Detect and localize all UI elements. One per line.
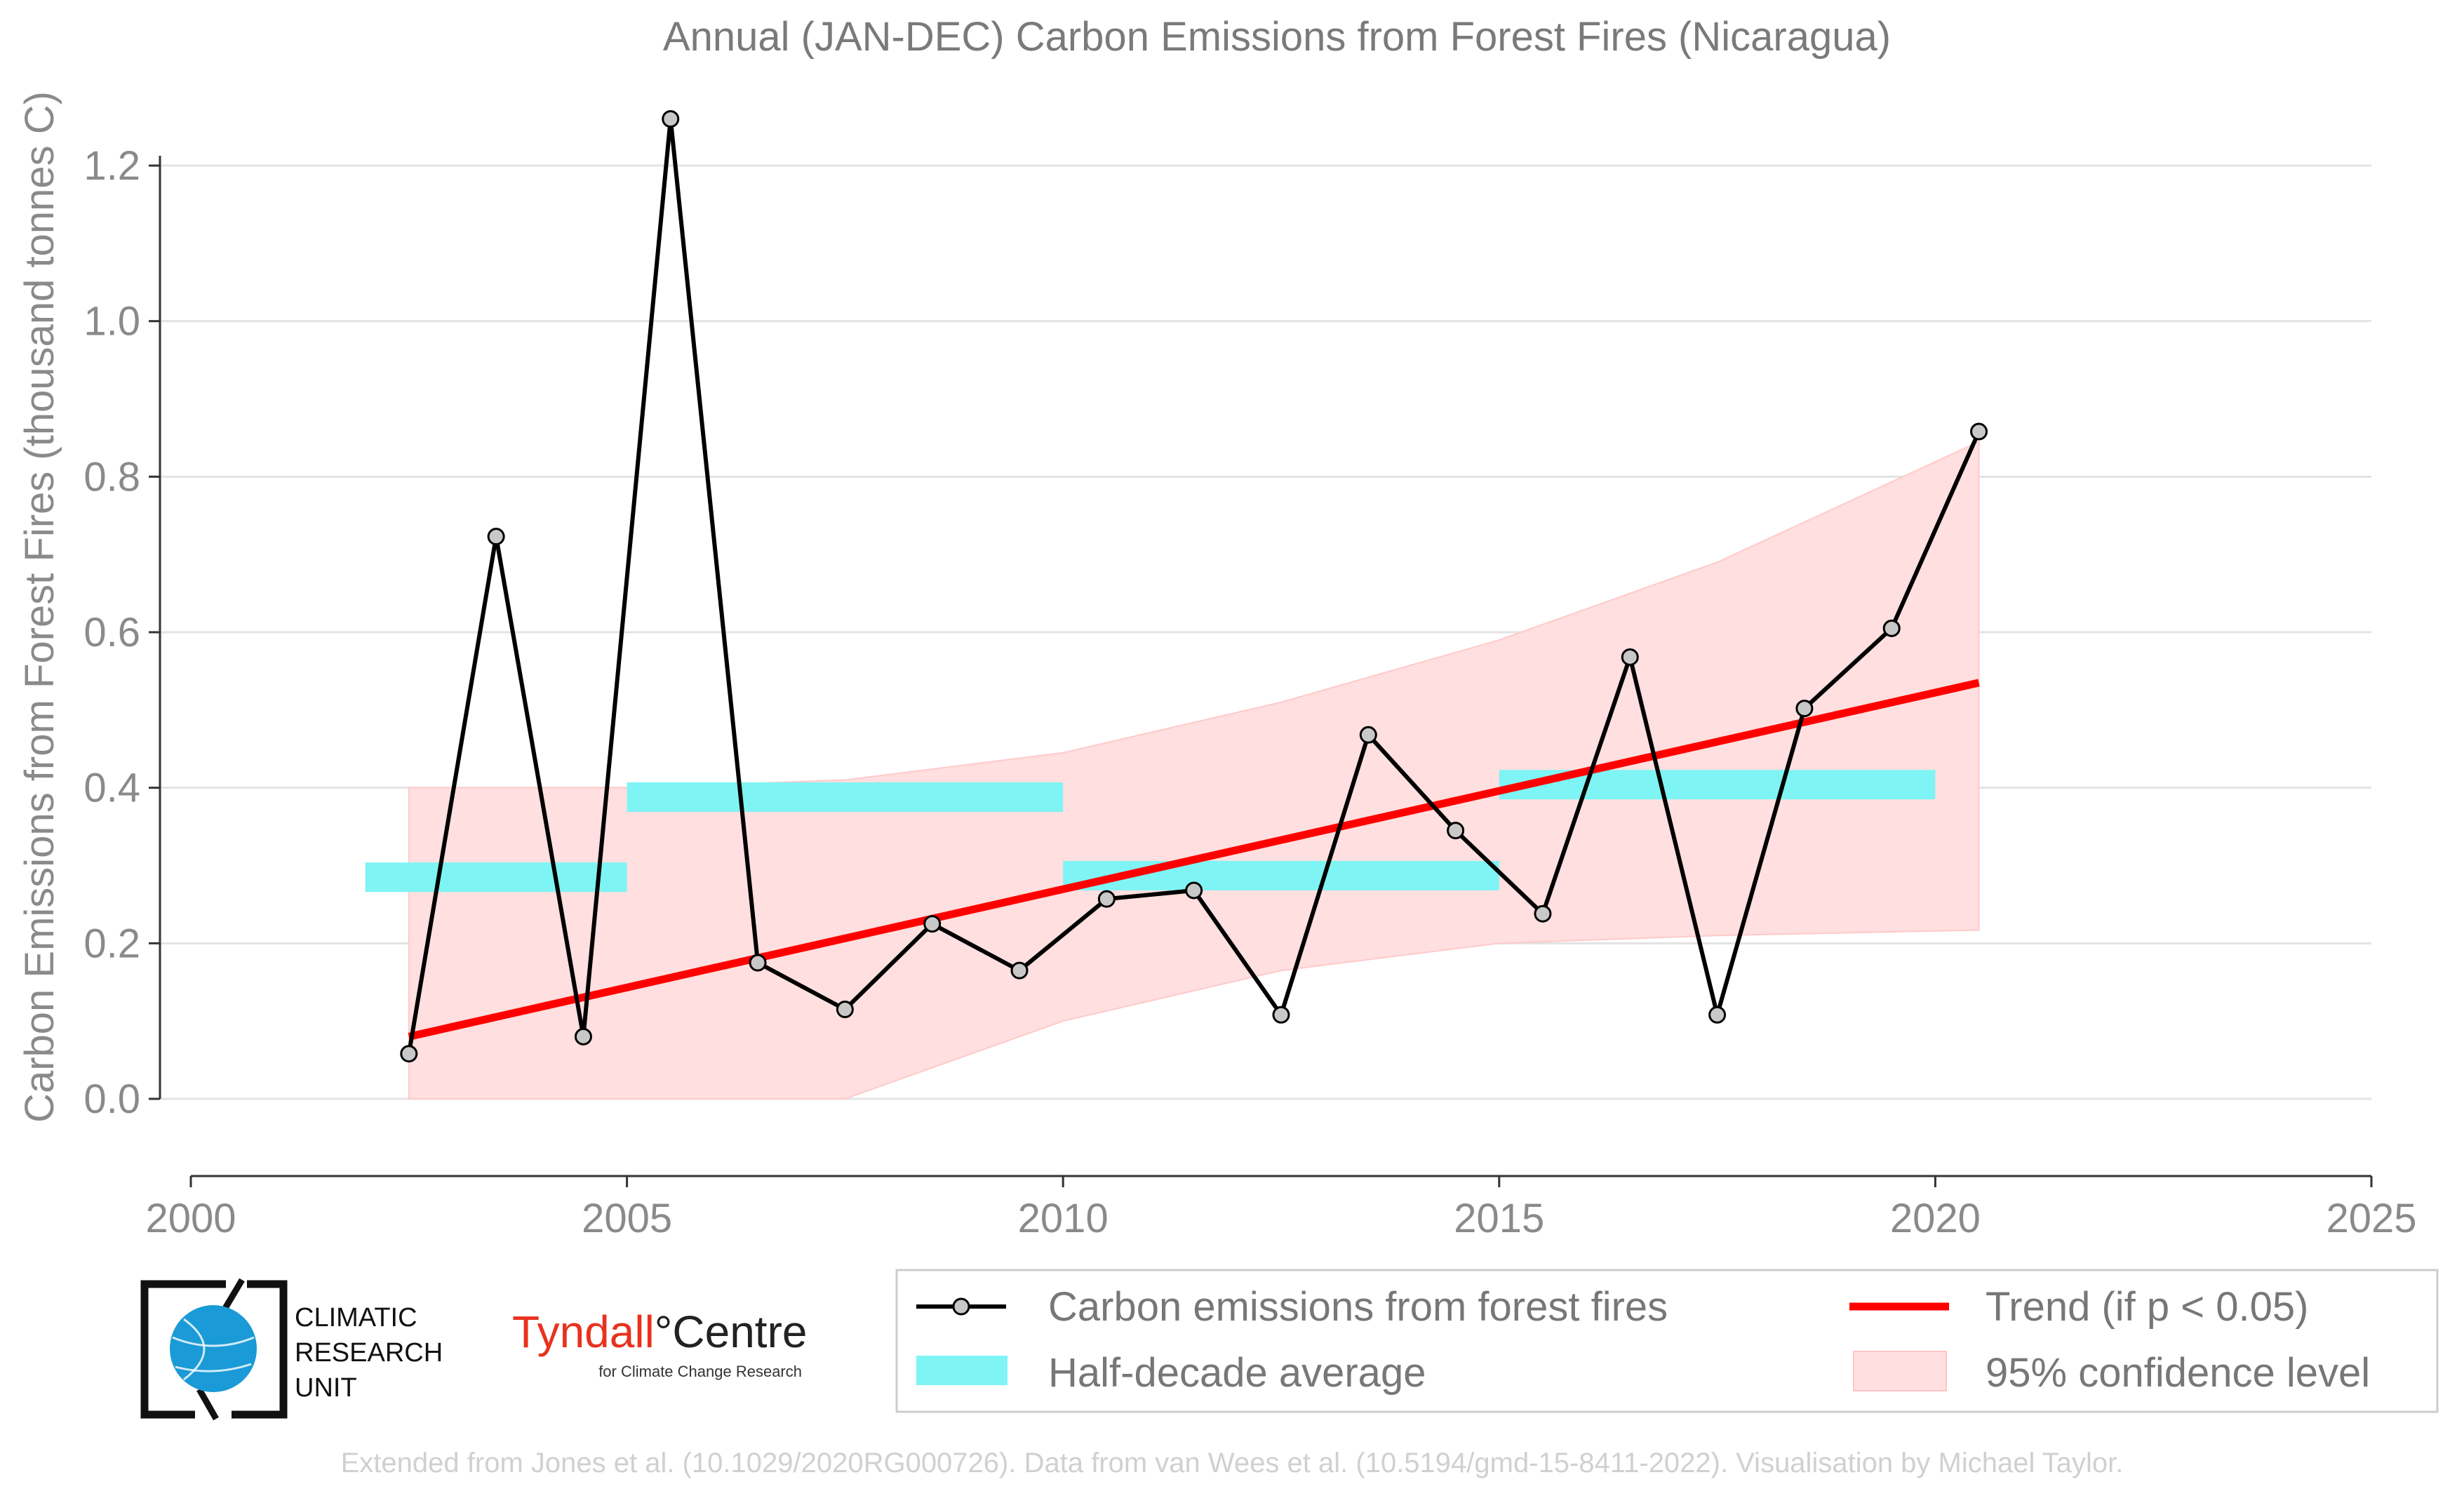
legend-emissions-marker (952, 1297, 970, 1316)
emissions-point (1185, 881, 1203, 900)
y-tick-label: 0.2 (83, 921, 140, 966)
emissions-point (1097, 890, 1116, 908)
emissions-point (1621, 648, 1639, 666)
cru-logo-line-3: UNIT (295, 1373, 357, 1403)
emissions-point (487, 528, 505, 546)
legend-half-decade-label: Half-decade average (1048, 1350, 1426, 1396)
legend-confidence-label: 95% confidence level (1986, 1350, 2370, 1396)
emissions-line-layer (400, 110, 1988, 1063)
emissions-point (1882, 619, 1901, 637)
emissions-point (1272, 1006, 1290, 1024)
trend-line (408, 679, 1980, 1041)
tyndall-logo-name: Tyndall°Centre (512, 1307, 807, 1357)
globe-icon (170, 1305, 257, 1392)
emissions-point (923, 915, 942, 933)
y-tick-label: 0.6 (83, 610, 140, 655)
legend-frame (895, 1269, 2439, 1413)
emissions-point (1795, 700, 1814, 718)
emissions-point (749, 954, 767, 972)
cru-logo-slash-bottom (196, 1387, 219, 1421)
legend-trend-label: Trend (if p < 0.05) (1986, 1284, 2308, 1330)
emissions-point (1447, 822, 1465, 840)
half-decade-bar (627, 782, 1064, 812)
cru-logo: CLIMATIC RESEARCH UNIT (140, 1278, 443, 1421)
axes (159, 156, 2371, 1177)
x-tick-label: 2010 (1018, 1196, 1109, 1241)
y-tick-label: 1.2 (83, 143, 140, 189)
x-ticks: 2000 2005 2010 2015 2020 2025 (145, 1176, 2417, 1241)
x-tick-label: 2025 (2326, 1196, 2416, 1241)
y-tick-label: 0.8 (83, 454, 140, 500)
tyndall-logo-sub: for Climate Change Research (598, 1363, 802, 1380)
legend-confidence-swatch (1853, 1351, 1947, 1391)
chart-title: Annual (JAN-DEC) Carbon Emissions from F… (663, 14, 1891, 60)
x-tick-label: 2020 (1890, 1196, 1981, 1241)
x-tick-label: 2000 (145, 1196, 236, 1241)
emissions-point (1970, 422, 1988, 441)
legend-half-decade-swatch (916, 1356, 1007, 1385)
y-ticks: 0.0 0.2 0.4 0.6 0.8 1.0 1.2 (83, 143, 160, 1122)
cru-logo-slash-top (222, 1278, 245, 1311)
confidence-band-layer (408, 440, 1980, 1100)
emissions-point (1708, 1006, 1727, 1024)
emissions-point (574, 1027, 592, 1046)
x-tick-label: 2005 (582, 1196, 672, 1241)
emissions-point (1010, 961, 1029, 980)
y-axis-label: Carbon Emissions from Forest Fires (thou… (17, 91, 62, 1123)
emissions-point (400, 1045, 418, 1063)
trend-layer (408, 679, 1980, 1041)
cru-logo-line-1: CLIMATIC (295, 1303, 417, 1333)
globe-latitude (175, 1363, 252, 1373)
emissions-point (1534, 904, 1552, 923)
emissions-point (662, 110, 680, 128)
half-decade-bar (365, 862, 627, 893)
y-tick-label: 1.0 (83, 299, 140, 345)
cru-logo-frame (140, 1280, 288, 1419)
y-tick-label: 0.0 (83, 1076, 140, 1122)
legend: Carbon emissions from forest fires Trend… (895, 1269, 2439, 1413)
tyndall-logo: Tyndall°Centre for Climate Change Resear… (512, 1307, 807, 1380)
cru-logo-line-2: RESEARCH (295, 1338, 443, 1368)
footer-credit: Extended from Jones et al. (10.1029/2020… (341, 1448, 2124, 1478)
globe-latitude (172, 1336, 255, 1347)
confidence-band (408, 440, 1980, 1100)
emissions-point (836, 1001, 854, 1019)
x-tick-label: 2015 (1454, 1196, 1544, 1241)
emissions-point (1359, 726, 1377, 744)
legend-emissions-label: Carbon emissions from forest fires (1048, 1284, 1668, 1330)
globe-meridian (183, 1318, 206, 1381)
y-tick-label: 0.4 (83, 766, 140, 811)
